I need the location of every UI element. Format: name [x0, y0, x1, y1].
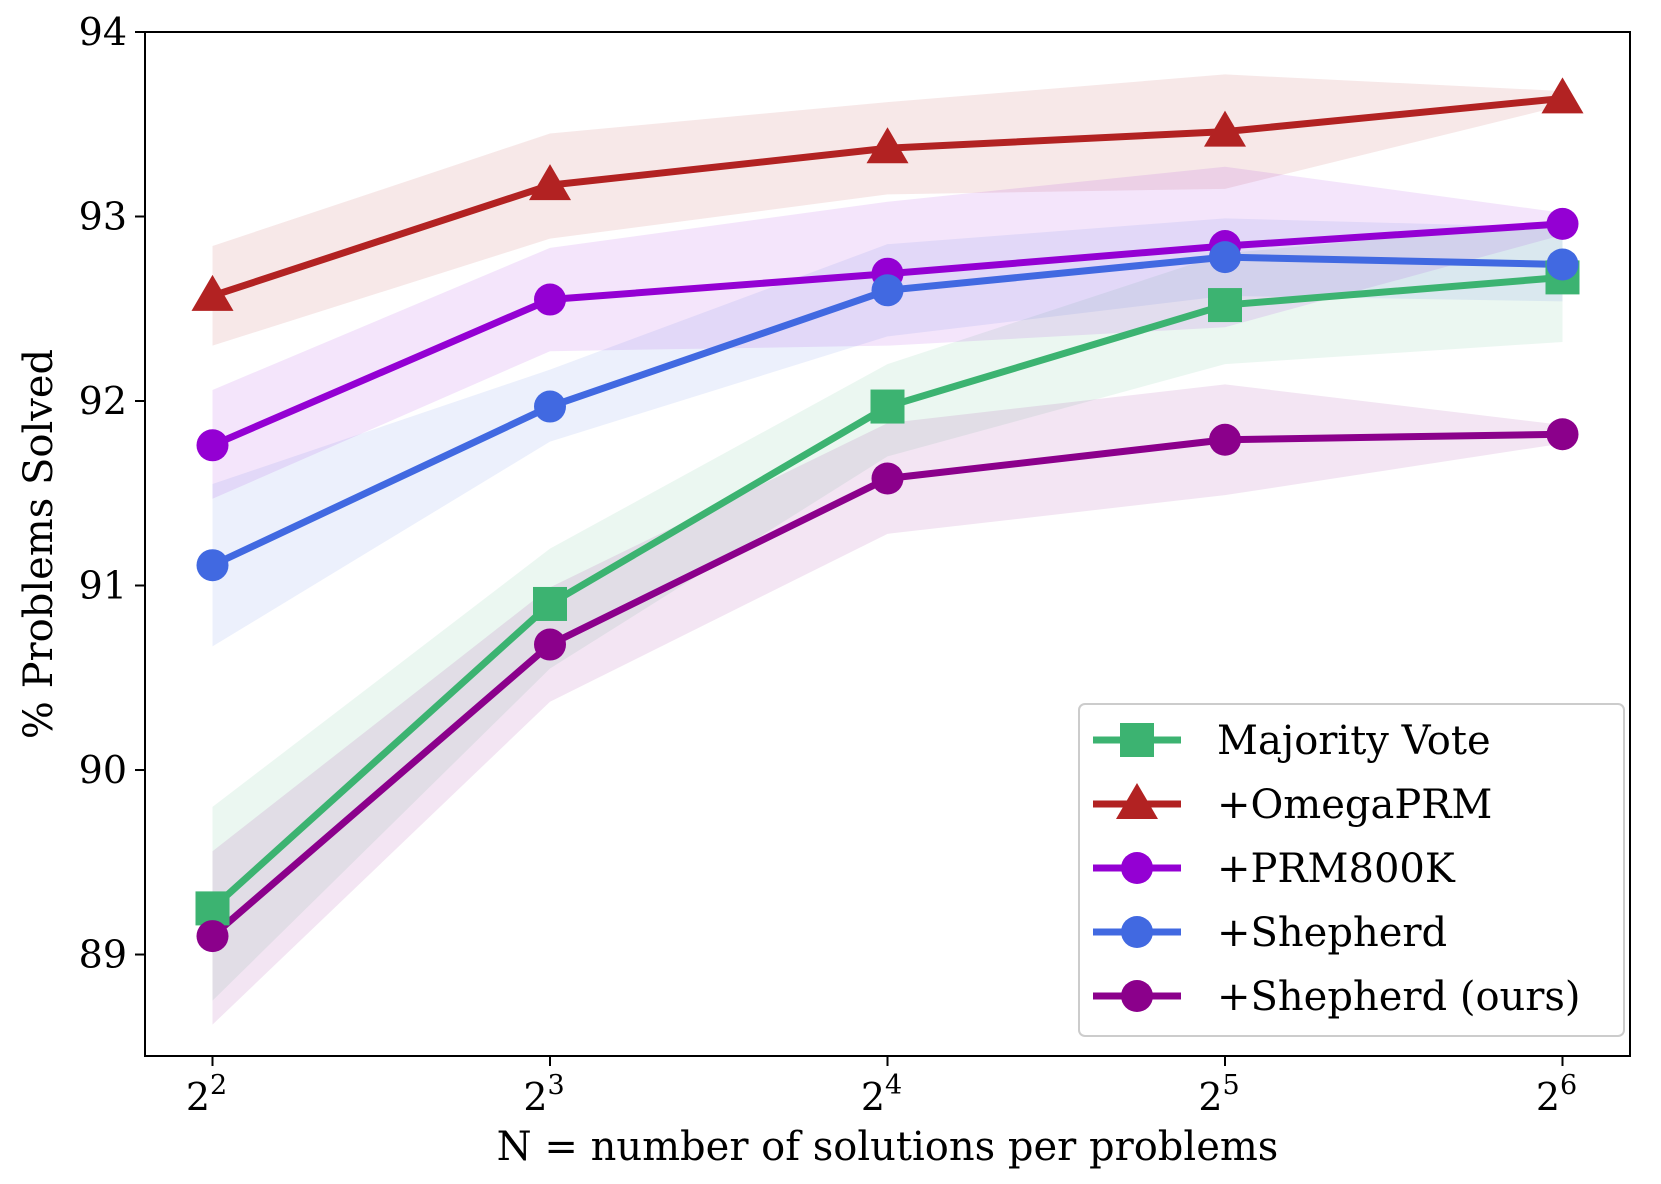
- legend-box: [1078, 703, 1625, 1037]
- x-axis: 22 23 24 25 26: [186, 1056, 1577, 1119]
- point-majority-vote: [870, 389, 905, 424]
- point-omegaprm: [1541, 77, 1584, 114]
- legend-entry: +Shepherd (ours): [1093, 974, 1581, 1020]
- legend-label: +Shepherd: [1217, 910, 1447, 956]
- legend-marker: [1121, 980, 1153, 1012]
- x-tick-label: 23: [523, 1070, 564, 1119]
- band-majority-vote: [212, 222, 1563, 1001]
- legend-entry: +OmegaPRM: [1093, 782, 1492, 828]
- point-prm800k: [534, 283, 566, 316]
- x-axis-title: N = number of solutions per problems: [497, 1124, 1279, 1170]
- legend-label: +Shepherd (ours): [1217, 974, 1581, 1020]
- point-omegaprm: [529, 164, 571, 201]
- point-omegaprm: [1204, 110, 1246, 147]
- point-shepherd: [534, 390, 566, 423]
- point-shepherd: [1209, 241, 1241, 274]
- legend-entry: +Shepherd: [1093, 910, 1447, 956]
- legend-marker: [1121, 852, 1153, 884]
- legend-label: Majority Vote: [1217, 718, 1491, 764]
- legend-label: +PRM800K: [1217, 846, 1456, 892]
- point-omegaprm: [866, 127, 909, 164]
- y-tick-label: 89: [79, 933, 127, 977]
- point-shepherd-ours: [871, 462, 904, 495]
- legend-label: +OmegaPRM: [1217, 782, 1492, 828]
- point-shepherd-ours: [1209, 423, 1241, 456]
- y-tick-label: 92: [79, 379, 127, 423]
- y-tick-label: 91: [79, 564, 127, 608]
- point-majority-vote: [1208, 288, 1242, 323]
- point-shepherd: [871, 274, 904, 307]
- legend-marker: [1121, 916, 1153, 948]
- y-tick-label: 94: [79, 10, 127, 54]
- x-tick-label: 26: [1536, 1070, 1577, 1119]
- legend-marker: [1120, 723, 1154, 757]
- y-axis: 89 90 91 92 93 94: [79, 10, 145, 977]
- legend-entry: +PRM800K: [1093, 846, 1456, 892]
- series-markers: [191, 77, 1584, 953]
- point-omegaprm: [191, 274, 234, 311]
- point-majority-vote: [195, 891, 230, 926]
- point-prm800k: [196, 429, 229, 462]
- point-prm800k: [1546, 207, 1579, 240]
- y-tick-label: 90: [79, 748, 127, 792]
- x-tick-label: 24: [861, 1070, 902, 1119]
- point-shepherd-ours: [196, 920, 229, 953]
- x-tick-label: 25: [1198, 1070, 1239, 1119]
- legend: Majority Vote +OmegaPRM +PRM800K +Shepherd +…: [1078, 703, 1625, 1037]
- point-shepherd-ours: [1546, 418, 1579, 451]
- x-tick-label: 22: [186, 1070, 227, 1119]
- point-shepherd-ours: [534, 628, 566, 661]
- y-axis-title: % Problems Solved: [16, 349, 62, 739]
- y-tick-label: 93: [79, 195, 127, 239]
- legend-marker: [1116, 783, 1158, 819]
- point-shepherd: [196, 549, 229, 582]
- legend-entry: Majority Vote: [1093, 718, 1491, 764]
- point-majority-vote: [533, 586, 567, 621]
- point-shepherd: [1546, 248, 1579, 281]
